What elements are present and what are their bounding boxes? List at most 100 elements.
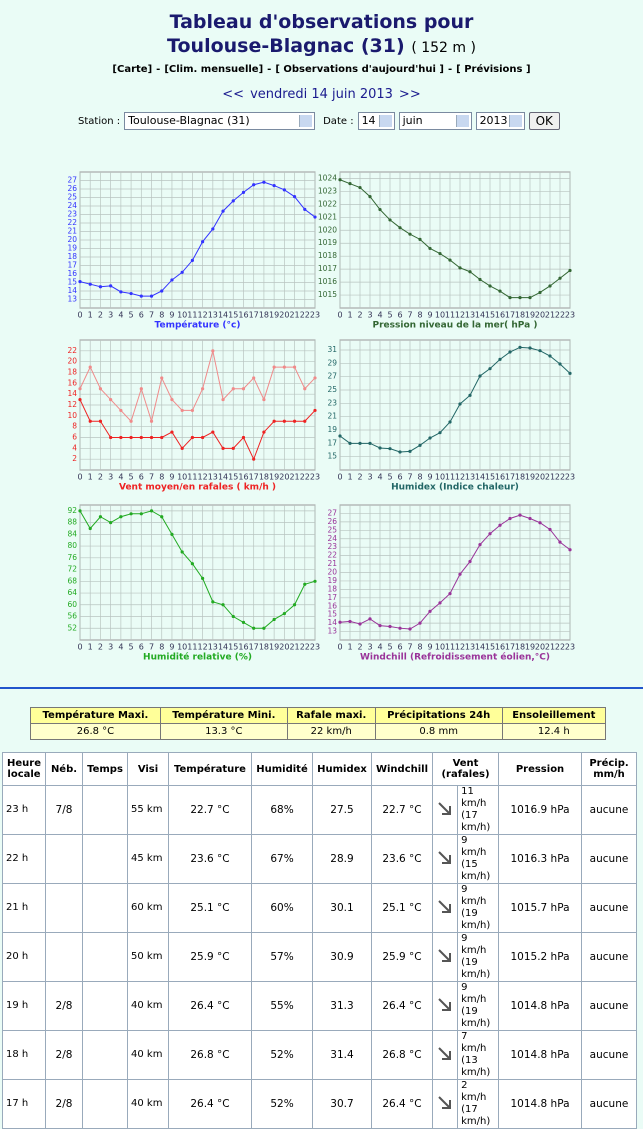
x-tick-label: 12	[455, 643, 465, 652]
x-tick-label: 0	[77, 473, 82, 482]
x-tick-label: 9	[427, 643, 432, 652]
x-tick-label: 20	[535, 311, 545, 320]
point	[292, 195, 297, 199]
y-tick-label: 22	[67, 218, 77, 227]
point	[129, 435, 133, 440]
prev-day[interactable]: <<	[222, 87, 245, 102]
observations-table: Heure locale Néb. Temps Visi Température Humi…	[2, 752, 637, 1129]
point	[488, 284, 492, 288]
point	[119, 435, 123, 440]
y-tick-label: 1015	[318, 290, 337, 299]
y-tick-label: 88	[67, 518, 77, 527]
cell: 22.7 °C	[168, 785, 252, 835]
point	[282, 611, 286, 616]
point	[211, 430, 215, 434]
cell: aucune	[581, 1079, 637, 1129]
point	[418, 443, 422, 447]
x-tick-label: 1	[347, 311, 352, 320]
links: [Carte] - [Clim. mensuelle] -[ Observations…	[0, 64, 643, 75]
x-tick-label: 12	[455, 311, 465, 320]
cell	[82, 981, 128, 1031]
x-tick-label: 15	[228, 311, 238, 320]
point	[418, 237, 422, 241]
cell	[45, 932, 83, 982]
point	[109, 435, 113, 440]
cell: 22.7 °C	[371, 785, 433, 835]
x-tick-label: 12	[198, 643, 208, 652]
y-tick-label: 1018	[318, 251, 337, 260]
point	[88, 365, 92, 369]
cell: 20 h	[2, 932, 46, 982]
title: Tableau d'observations pour	[169, 11, 474, 33]
x-tick-label: 0	[77, 643, 82, 652]
cell: 1014.8 hPa	[498, 1030, 582, 1080]
point	[201, 576, 205, 580]
summary-header: Précipitations 24h	[374, 707, 503, 724]
day-select[interactable]: 14	[357, 112, 395, 130]
x-tick-label: 3	[367, 311, 372, 320]
point	[548, 284, 552, 288]
series-line	[79, 399, 316, 461]
observation-row: 17 h 2/8 40 km 26.4 °C 52% 30.7 26.4 °C 2 km/h …	[2, 1079, 637, 1129]
link[interactable]: [Carte]	[112, 64, 153, 75]
point	[488, 367, 492, 371]
point	[88, 419, 92, 423]
point	[408, 449, 412, 453]
point	[221, 209, 225, 213]
x-tick-label: 19	[525, 643, 535, 652]
point	[398, 626, 402, 630]
ok-button[interactable]: OK	[528, 112, 560, 130]
x-tick-label: 10	[177, 311, 187, 320]
wind-icon-cell	[431, 1030, 459, 1080]
point	[98, 387, 103, 391]
x-tick-label: 4	[118, 473, 123, 482]
x-tick-label: 6	[139, 473, 144, 482]
y-tick-label: 14	[327, 618, 337, 627]
header: Tableau d'observations pour Toulouse-Bla…	[0, 10, 643, 102]
series-line	[339, 346, 571, 453]
x-tick-label: 23	[565, 311, 575, 320]
x-tick-label: 2	[98, 311, 103, 320]
point	[221, 446, 225, 450]
x-tick-label: 0	[337, 473, 342, 482]
x-tick-label: 3	[367, 643, 372, 652]
point	[448, 258, 452, 262]
link[interactable]: [ Prévisions ]	[456, 64, 531, 75]
x-tick-label: 17	[249, 643, 259, 652]
cell: 27.5	[312, 785, 372, 835]
x-tick-label: 1	[347, 473, 352, 482]
x-tick-label: 11	[445, 473, 455, 482]
month-select[interactable]: juin	[398, 112, 472, 130]
x-tick-label: 18	[259, 643, 269, 652]
observation-row: 21 h 60 km 25.1 °C 60% 30.1 25.1 °C 9 km/h (19…	[2, 883, 637, 933]
point	[378, 624, 382, 628]
y-tick-label: 29	[327, 358, 337, 367]
x-tick-label: 12	[455, 473, 465, 482]
series-line	[79, 510, 316, 629]
point	[272, 365, 276, 369]
observation-row: 23 h 7/8 55 km 22.7 °C 68% 27.5 22.7 °C 11 km/h…	[2, 785, 637, 835]
point	[303, 387, 307, 391]
x-tick-label: 11	[445, 311, 455, 320]
point	[190, 562, 194, 566]
x-tick-label: 5	[387, 311, 392, 320]
station-select[interactable]: Toulouse-Blagnac (31)	[124, 112, 316, 130]
x-tick-label: 5	[129, 473, 134, 482]
point	[231, 387, 235, 391]
x-tick-label: 15	[485, 473, 495, 482]
link[interactable]: [Clim. mensuelle]	[164, 64, 264, 75]
y-tick-label: 1019	[318, 238, 337, 247]
point	[528, 296, 532, 300]
point	[358, 622, 362, 626]
year-select[interactable]: 2013	[475, 112, 525, 130]
link[interactable]: [ Observations d'aujourd'hui ]	[275, 64, 444, 75]
point	[160, 289, 164, 293]
cell: 23.6 °C	[168, 834, 252, 884]
x-tick-label: 15	[228, 473, 238, 482]
point	[88, 526, 92, 531]
x-tick-label: 21	[289, 473, 299, 482]
chart-title: Pression niveau de la mer( hPa )	[373, 321, 538, 331]
point	[438, 252, 442, 256]
cell: 21 h	[2, 883, 46, 933]
next-day[interactable]: >>	[398, 87, 421, 102]
